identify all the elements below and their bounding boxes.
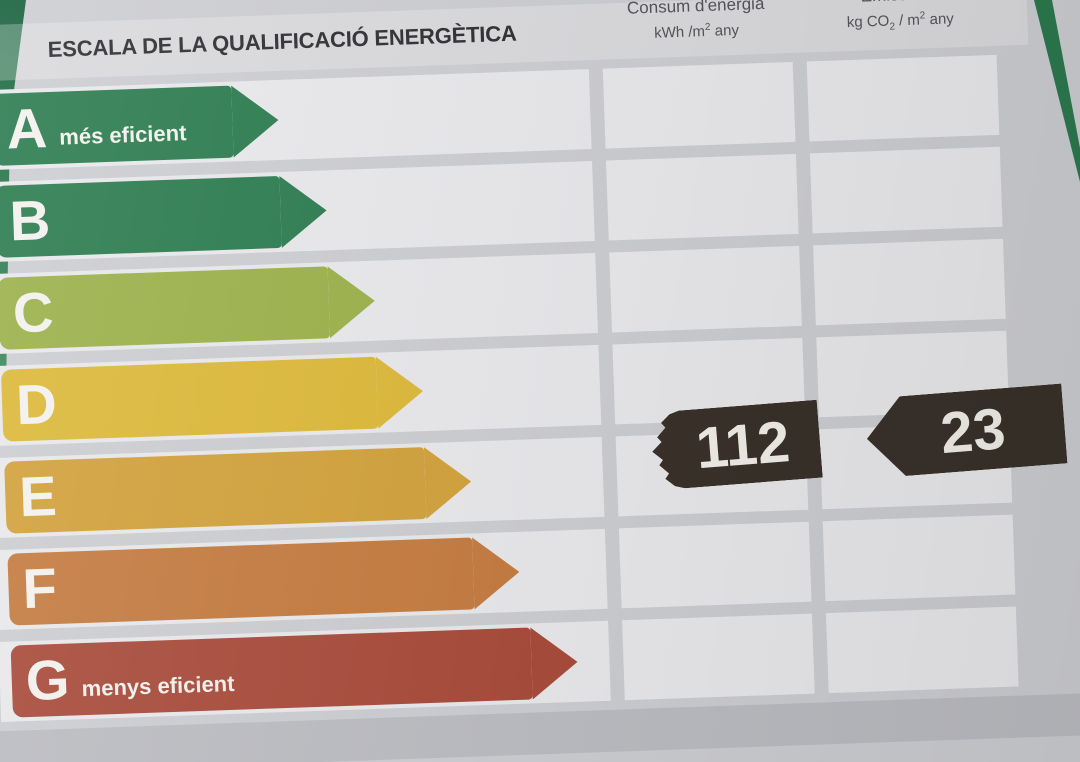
arrow-tip bbox=[327, 264, 377, 339]
scale-cell-a: A més eficient bbox=[0, 69, 592, 171]
band-label: menys eficient bbox=[81, 670, 235, 702]
arrow-tip bbox=[423, 445, 473, 520]
emissions-value-cell-a bbox=[806, 54, 1000, 142]
band-letter: A bbox=[5, 96, 49, 161]
rating-table: A més eficient B bbox=[0, 54, 1019, 734]
emissions-value-cell-f bbox=[822, 514, 1016, 602]
energy-value-cell-a bbox=[602, 61, 796, 149]
band-arrow-b: B bbox=[0, 174, 328, 258]
scale-cell-g: G menys eficient bbox=[0, 620, 611, 723]
band-arrow-f: F bbox=[7, 535, 521, 626]
column-header-energy: Consum d'energia kWh /m2 any bbox=[600, 0, 791, 45]
band-label: més eficient bbox=[58, 120, 187, 150]
column-header-emissions: Emissions kg CO2 / m2 any bbox=[804, 0, 996, 40]
band-arrow-c: C bbox=[0, 264, 377, 350]
band-letter: E bbox=[18, 463, 58, 529]
emissions-rating-value: 23 bbox=[938, 395, 1008, 466]
scale-cell-c: C bbox=[0, 252, 599, 355]
band-arrow-g: G menys eficient bbox=[10, 625, 579, 718]
arrow-tip bbox=[231, 83, 280, 158]
energy-value-cell-f bbox=[618, 521, 812, 609]
scale-cell-f: F bbox=[0, 528, 608, 631]
emissions-value-cell-b bbox=[809, 146, 1003, 234]
scale-cell-d: D bbox=[0, 344, 602, 447]
band-arrow-a: A més eficient bbox=[0, 83, 280, 166]
energy-value-cell-g bbox=[622, 613, 815, 701]
band-letter: C bbox=[11, 279, 55, 345]
arrow-tip bbox=[472, 535, 521, 610]
band-arrow-e: E bbox=[4, 445, 473, 534]
band-letter: B bbox=[8, 188, 52, 253]
band-letter: G bbox=[24, 647, 71, 713]
emissions-value-cell-c bbox=[813, 238, 1006, 326]
scale-cell-b: B bbox=[0, 161, 595, 263]
energy-rating-arrow: 112 bbox=[649, 400, 823, 491]
energy-value-cell-b bbox=[605, 153, 799, 241]
emissions-value-cell-g bbox=[825, 606, 1019, 694]
arrow-tip bbox=[375, 355, 425, 429]
energy-value-cell-c bbox=[609, 245, 802, 333]
energy-rating-value: 112 bbox=[693, 408, 792, 481]
band-arrow-d: D bbox=[0, 355, 425, 442]
band-letter: F bbox=[21, 556, 58, 621]
scale-cell-e: E bbox=[0, 436, 605, 539]
arrow-tip bbox=[279, 174, 328, 248]
band-letter: D bbox=[15, 371, 58, 437]
arrow-tip bbox=[530, 625, 579, 700]
